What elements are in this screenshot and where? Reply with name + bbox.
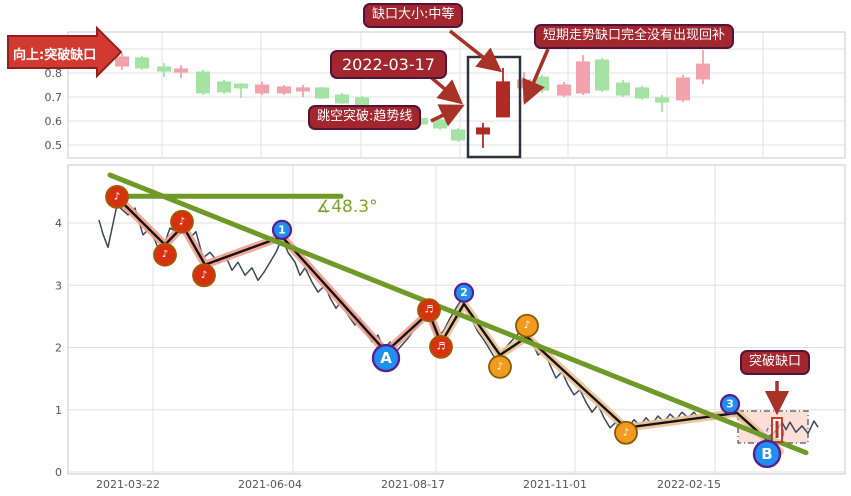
candle-body [135, 57, 149, 69]
svg-text:2: 2 [55, 342, 62, 355]
svg-text:0.5: 0.5 [45, 139, 63, 152]
svg-text:2021-08-17: 2021-08-17 [381, 478, 445, 491]
candle-body [277, 86, 291, 94]
svg-text:0.8: 0.8 [45, 67, 63, 80]
svg-text:3: 3 [55, 279, 62, 292]
note-marker [153, 242, 177, 267]
candle-body [296, 87, 310, 92]
note-marker [417, 298, 441, 323]
svg-text:0.7: 0.7 [45, 91, 63, 104]
candle-body [676, 77, 690, 101]
gap-size-badge: 缺口大小:中等 [363, 3, 464, 28]
breakout-direction-banner: 向上:突破缺口 [13, 48, 97, 63]
candle-body [315, 87, 329, 99]
sequence-marker [752, 439, 782, 469]
candle-body [115, 56, 129, 67]
candle-body [557, 84, 571, 96]
svg-text:♬: ♬ [425, 305, 434, 316]
no-refill-badge: 短期走势缺口完全没有出现回补 [534, 24, 735, 49]
svg-text:1: 1 [55, 404, 62, 417]
candle-body [433, 119, 447, 129]
svg-text:♪: ♪ [162, 249, 168, 260]
candle-body [255, 84, 269, 94]
gap-date-badge: 2022-03-17 [330, 50, 447, 80]
svg-text:1: 1 [278, 223, 286, 236]
breakout-banner-shape [7, 25, 123, 79]
candle-body [535, 76, 549, 91]
annotation-arrow [522, 48, 550, 105]
candle-body [476, 127, 490, 135]
note-marker [429, 334, 453, 359]
candle-body [576, 61, 590, 94]
svg-text:2021-06-04: 2021-06-04 [238, 478, 302, 491]
note-marker [488, 354, 512, 379]
svg-text:2021-03-22: 2021-03-22 [96, 478, 160, 491]
candle-body [451, 129, 465, 141]
svg-text:♬: ♬ [437, 341, 446, 352]
svg-text:2021-11-01: 2021-11-01 [523, 478, 587, 491]
candle-body [234, 83, 248, 89]
annotation-arrow [430, 104, 465, 127]
svg-text:♪: ♪ [179, 216, 185, 227]
candle-body [157, 66, 171, 72]
candle-body [196, 71, 210, 94]
svg-text:A: A [380, 349, 392, 367]
svg-text:3: 3 [726, 398, 734, 411]
candle-body [696, 63, 710, 80]
candle-body [174, 68, 188, 73]
sequence-marker [453, 282, 475, 303]
jump-break-badge: 跳空突破:趋势线 [308, 105, 422, 130]
svg-text:0: 0 [55, 466, 62, 479]
sequence-marker [719, 394, 741, 415]
svg-text:2022-02-15: 2022-02-15 [657, 478, 721, 491]
gap-dashed-circle [765, 423, 785, 443]
note-marker [515, 313, 539, 338]
breakout-gap-badge: 突破缺口 [740, 350, 811, 375]
svg-text:0.6: 0.6 [45, 115, 63, 128]
candle-body [595, 59, 609, 91]
annotation-arrow [448, 29, 503, 73]
svg-text:♪: ♪ [201, 270, 207, 281]
candle-body [217, 81, 231, 93]
candle-body [616, 82, 630, 96]
svg-text:♪: ♪ [524, 320, 530, 331]
svg-text:2: 2 [460, 286, 468, 299]
svg-text:♪: ♪ [623, 427, 629, 438]
candle-body [335, 94, 349, 104]
svg-text:4: 4 [55, 217, 62, 230]
note-marker [170, 209, 194, 234]
sequence-marker [271, 219, 293, 240]
candle-body [655, 97, 669, 103]
trendline-angle-label: ∡48.3° [316, 197, 378, 217]
candle-body [496, 81, 510, 118]
svg-text:♪: ♪ [497, 361, 503, 372]
trend-line [107, 172, 809, 456]
sequence-marker [371, 343, 401, 373]
note-marker [105, 184, 129, 209]
candle-body [635, 87, 649, 99]
note-marker [192, 263, 216, 288]
svg-text:B: B [761, 445, 772, 463]
note-marker [614, 420, 638, 445]
svg-text:♪: ♪ [114, 191, 120, 202]
